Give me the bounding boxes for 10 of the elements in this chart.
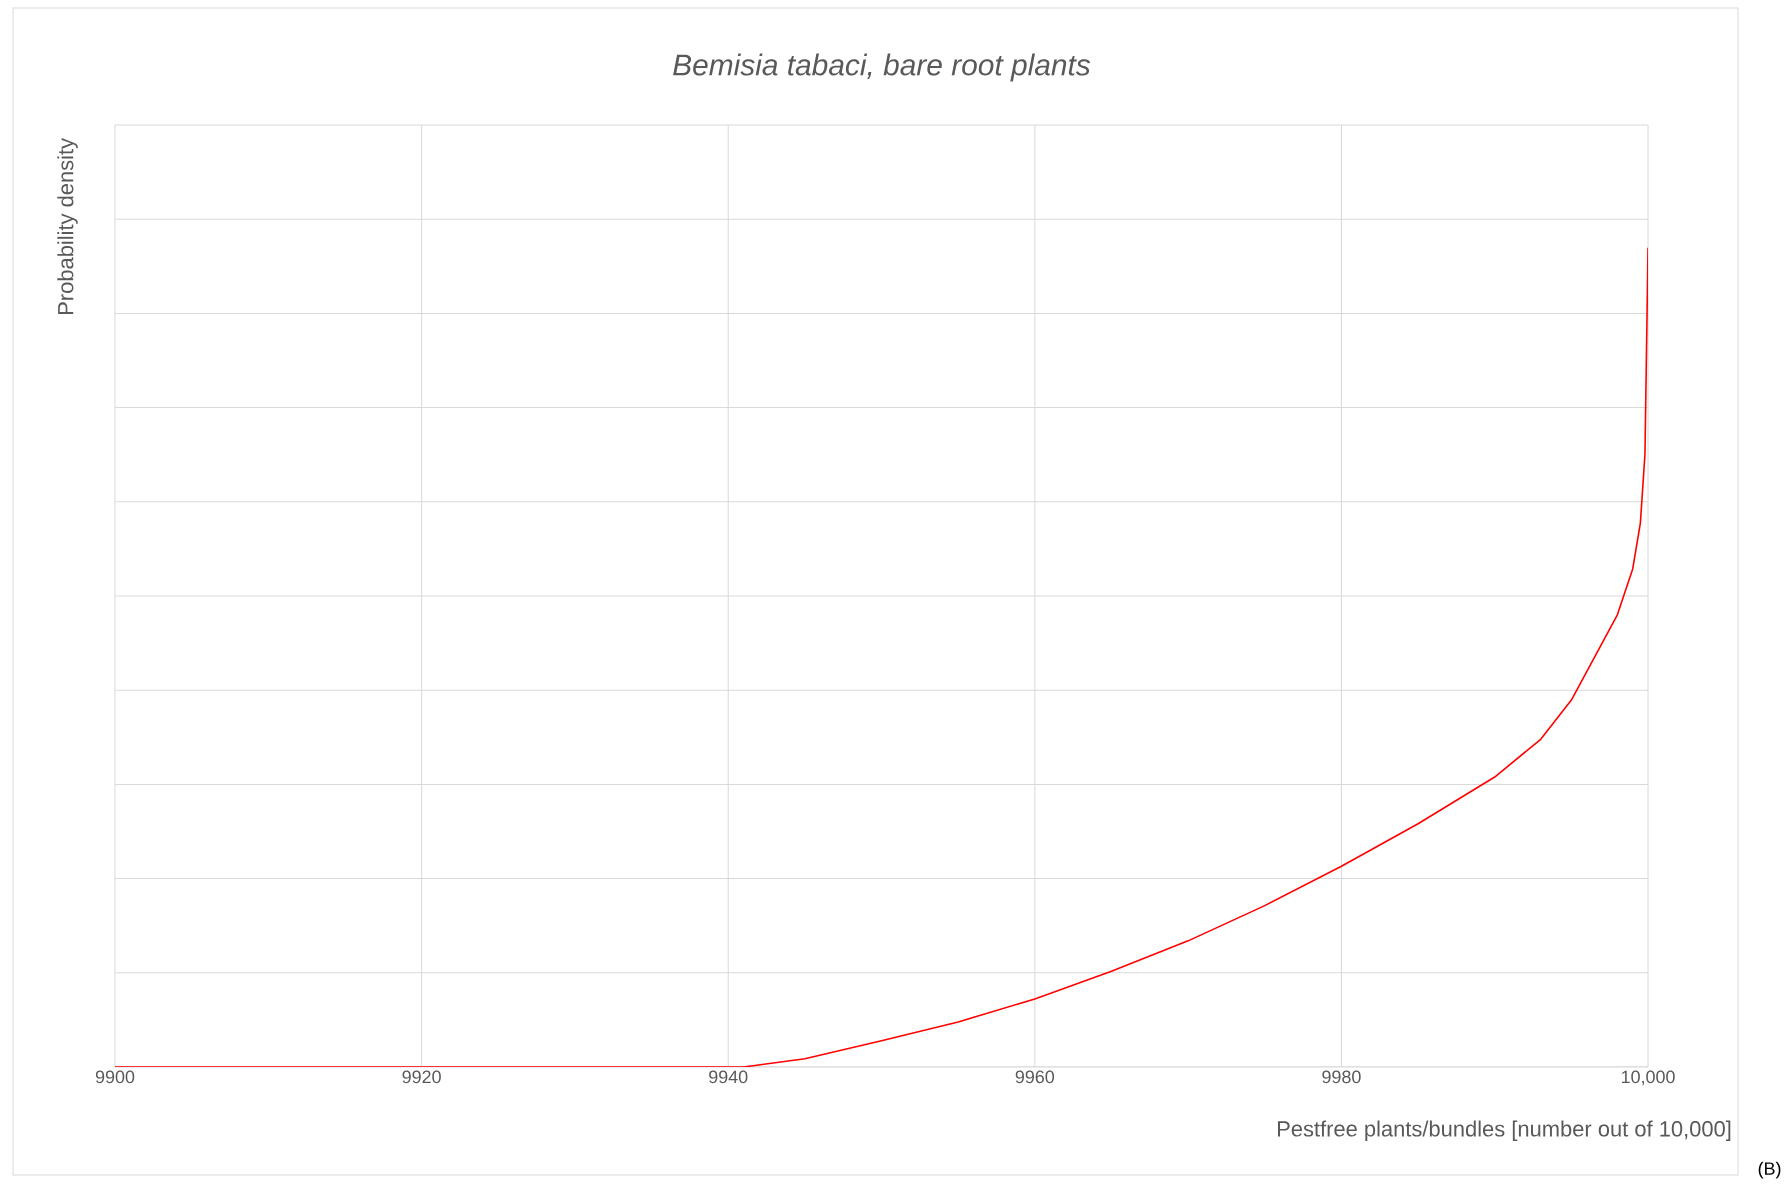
- x-tick-label: 9980: [1322, 1070, 1361, 1084]
- x-tick-label: 9960: [1015, 1070, 1055, 1084]
- chart-title: Bemisia tabaci, bare root plants: [673, 53, 1091, 82]
- x-tick-label: 10,000: [1621, 1070, 1675, 1086]
- x-axis-title: Pestfree plants/bundles [number out of 10,000]: [1277, 1120, 1731, 1141]
- y-axis-title: Probability density: [57, 138, 78, 314]
- x-tick-label: 9900: [95, 1070, 135, 1084]
- text: (B): [1758, 1161, 1781, 1179]
- x-tick-label: 9920: [402, 1070, 441, 1084]
- x-tick-label: 9940: [709, 1070, 748, 1084]
